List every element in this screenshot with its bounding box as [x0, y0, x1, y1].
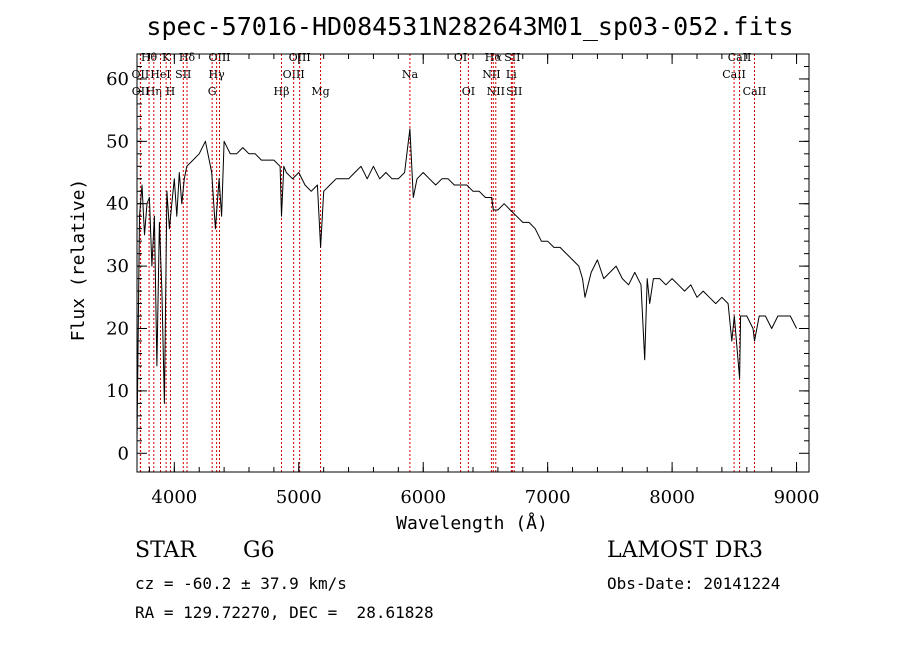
spectral-line-markers	[139, 54, 755, 472]
y-tick-label: 60	[106, 69, 129, 90]
y-tick-label: 50	[106, 131, 129, 152]
spectral-line-labels: HθOIIOIIKHeIHηHδSIIHOIIIHγGHβOIIIOIIIMgN…	[132, 51, 767, 98]
plot-area	[136, 128, 798, 441]
axis-ticks: 4000 5000 6000 7000 8000 9000 0 10 20 30 40 50 60	[106, 54, 819, 508]
sky-coordinates: RA = 129.72270, DEC = 28.61828	[135, 603, 434, 622]
observation-date: Obs-Date: 20141224	[607, 574, 781, 593]
y-tick-label: 30	[106, 256, 129, 277]
x-tick-label: 6000	[400, 487, 446, 508]
y-tick-label: 10	[106, 381, 129, 402]
y-axis-label: Flux (relative)	[68, 179, 89, 342]
spectral-line-label: K	[162, 51, 171, 64]
spectrum-series-line	[136, 128, 798, 441]
plot-frame	[136, 53, 810, 473]
y-tick-label: 0	[118, 443, 129, 464]
object-class: STAR	[135, 538, 196, 563]
y-tick-label: 20	[106, 319, 129, 340]
y-tick-label: 40	[106, 194, 129, 215]
object-subclass: G6	[243, 538, 275, 563]
chart-title: spec-57016-HD084531N282643M01_sp03-052.f…	[146, 12, 793, 41]
x-axis-label: Wavelength (Å)	[396, 512, 548, 534]
x-tick-label: 7000	[525, 487, 571, 508]
redshift-cz: cz = -60.2 ± 37.9 km/s	[135, 574, 347, 593]
x-tick-label: 5000	[276, 487, 322, 508]
x-tick-label: 9000	[774, 487, 820, 508]
x-tick-label: 8000	[649, 487, 695, 508]
x-tick-label: 4000	[151, 487, 197, 508]
survey-name: LAMOST DR3	[607, 538, 763, 563]
